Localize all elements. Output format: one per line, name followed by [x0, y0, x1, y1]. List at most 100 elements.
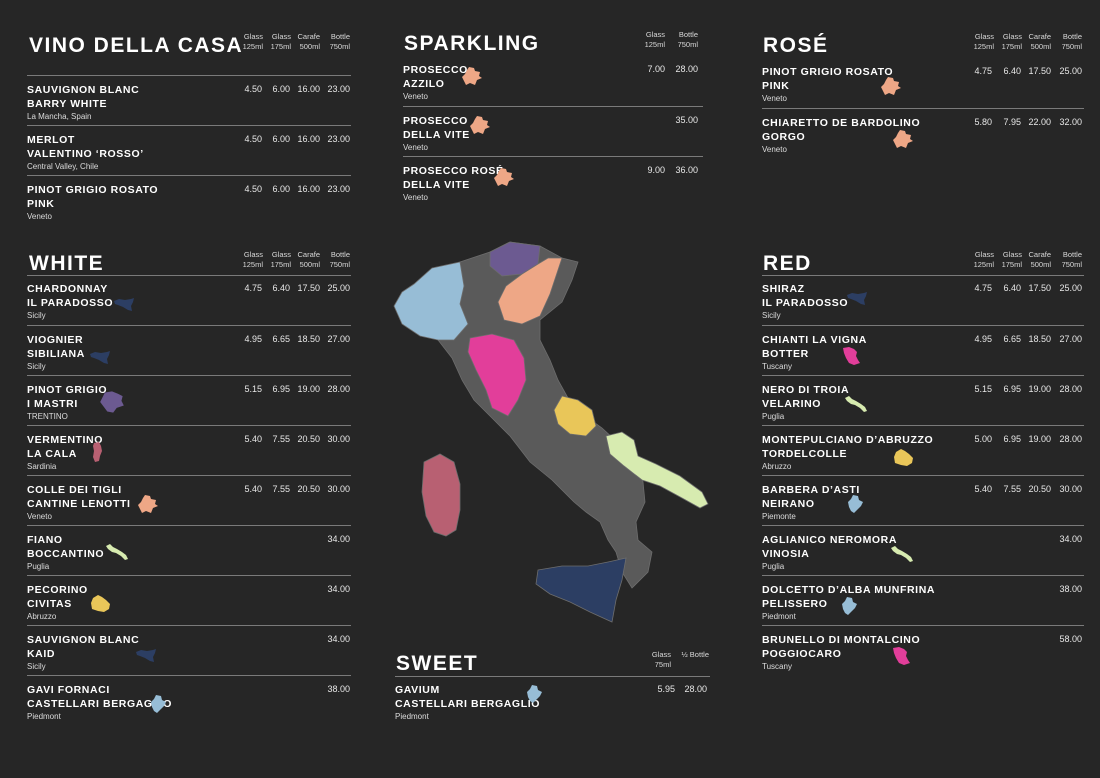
wine-item: PINOT GRIGIO ROSATO PINK Veneto 4.75 6.40… [762, 58, 1084, 108]
price-glass-175: 7.55 [272, 484, 290, 494]
piedmont-region-icon [149, 694, 171, 714]
price-bottle: 38.00 [1059, 584, 1082, 594]
wine-name: VIOGNIER SIBILIANA [27, 334, 85, 360]
wine-name: PROSECCO AZZILO [403, 64, 468, 90]
wine-region: Piedmont [762, 612, 796, 621]
col-glass-175: Glass 175ml [1001, 250, 1022, 269]
wine-region: Veneto [403, 143, 428, 152]
wine-name: SAUVIGNON BLANC KAID [27, 634, 140, 660]
price-bottle: 32.00 [1059, 117, 1082, 127]
wine-name: NERO DI TROIA VELARINO [762, 384, 850, 410]
puglia-region-icon [888, 544, 916, 564]
wine-name: MONTEPULCIANO D’ABRUZZO TORDELCOLLE [762, 434, 934, 460]
wine-name: FIANO BOCCANTINO [27, 534, 105, 560]
col-glass-125: Glass 125ml [644, 30, 665, 49]
sicily-region-icon [846, 289, 868, 309]
price-bottle: 34.00 [327, 584, 350, 594]
wine-region: Abruzzo [27, 612, 57, 621]
wine-region: Tuscany [762, 362, 792, 371]
wine-item: CHARDONNAY IL PARADOSSO Sicily 4.75 6.40 … [27, 275, 351, 325]
wine-item: PROSECCO ROSÉ DELLA VITE Veneto 9.00 36.0… [403, 156, 703, 207]
col-glass-75: Glass 75ml [651, 650, 671, 669]
wine-region: Tuscany [762, 662, 792, 671]
wine-region: Puglia [27, 562, 50, 571]
col-carafe-500: Carafe 500ml [297, 32, 320, 51]
sicily-region-icon [135, 646, 157, 666]
col-bottle-750: Bottle 750ml [1061, 250, 1082, 269]
price-glass-125: 4.95 [974, 334, 992, 344]
col-bottle-750: Bottle 750ml [329, 32, 350, 51]
price-carafe: 17.50 [297, 283, 320, 293]
header-divider [762, 275, 1084, 276]
piedmont-region-icon [840, 596, 862, 616]
wine-name: COLLE DEI TIGLI CANTINE LENOTTI [27, 484, 131, 510]
veneto-region-icon [892, 129, 914, 149]
wine-item: BARBERA D’ASTI NEIRANO Piemonte 5.40 7.55… [762, 475, 1084, 526]
price-carafe: 20.50 [1028, 484, 1051, 494]
col-glass-175: Glass 175ml [270, 250, 291, 269]
wine-region: Veneto [27, 512, 52, 521]
wine-name: PINOT GRIGIO ROSATO PINK [27, 184, 159, 210]
wine-item: DOLCETTO D’ALBA MUNFRINA PELISSERO Piedmo… [762, 575, 1084, 626]
price-bottle: 28.00 [1059, 384, 1082, 394]
veneto-region-icon [493, 167, 515, 187]
tuscany-region-icon [890, 646, 912, 666]
col-half-bottle: ½ Bottle [681, 650, 709, 659]
price-glass-175: 6.65 [1003, 334, 1021, 344]
price-glass-125: 5.80 [974, 117, 992, 127]
section-rose: ROSÉ Glass 125ml Glass 175ml Carafe 500ml B… [762, 32, 1084, 162]
col-glass-175: Glass 175ml [1001, 32, 1022, 51]
abruzzo-region [553, 395, 597, 437]
price-glass-175: 6.00 [272, 84, 290, 94]
section-title: ROSÉ [763, 34, 829, 57]
price-carafe: 16.00 [297, 134, 320, 144]
price-bottle: 27.00 [1059, 334, 1082, 344]
price-carafe: 17.50 [1028, 66, 1051, 76]
wine-name: SHIRAZ IL PARADOSSO [762, 283, 849, 309]
wine-name: VERMENTINO LA CALA [27, 434, 104, 460]
price-glass-125: 9.00 [647, 165, 665, 175]
wine-region: Sicily [27, 362, 46, 371]
price-bottle: 36.00 [675, 165, 698, 175]
wine-region: Sicily [27, 662, 46, 671]
col-bottle-750: Bottle 750ml [329, 250, 350, 269]
wine-region: Abruzzo [762, 462, 792, 471]
price-glass-125: 5.00 [974, 434, 992, 444]
wine-name: GAVI FORNACI CASTELLARI BERGAGLIO [27, 684, 172, 710]
price-bottle: 34.00 [327, 534, 350, 544]
col-carafe-500: Carafe 500ml [1028, 32, 1051, 51]
wine-item: MONTEPULCIANO D’ABRUZZO TORDELCOLLE Abruz… [762, 425, 1084, 476]
header-divider [27, 275, 351, 276]
price-bottle: 23.00 [327, 184, 350, 194]
price-glass-125: 4.50 [244, 184, 262, 194]
price-bottle: 30.00 [327, 484, 350, 494]
wine-region: Veneto [403, 92, 428, 101]
piedmont-region [393, 261, 469, 341]
wine-name: PECORINO CIVITAS [27, 584, 88, 610]
price-glass-125: 5.40 [974, 484, 992, 494]
wine-region: Central Valley, Chile [27, 162, 99, 171]
price-glass-175: 6.95 [272, 384, 290, 394]
price-glass-175: 6.00 [272, 134, 290, 144]
wine-region: Sicily [27, 311, 46, 320]
italy-map [393, 241, 709, 623]
col-carafe-500: Carafe 500ml [297, 250, 320, 269]
wine-item: NERO DI TROIA VELARINO Puglia 5.15 6.95 1… [762, 375, 1084, 426]
wine-region: Puglia [762, 412, 785, 421]
veneto-region-icon [461, 66, 483, 86]
section-red: RED Glass 125ml Glass 175ml Carafe 500ml Bo… [762, 250, 1084, 680]
price-glass-75: 5.95 [657, 684, 675, 694]
price-glass-175: 6.65 [272, 334, 290, 344]
wine-item: AGLIANICO NEROMORA VINOSIA Puglia 34.00 [762, 525, 1084, 576]
wine-item: MERLOT VALENTINO ‘ROSSO’ Central Valley, … [27, 125, 351, 176]
price-glass-125: 5.15 [974, 384, 992, 394]
price-glass-125: 5.15 [244, 384, 262, 394]
wine-name: SAUVIGNON BLANC BARRY WHITE [27, 84, 140, 110]
wine-region: TRENTINO [27, 412, 68, 421]
wine-name: GAVIUM CASTELLARI BERGAGLIO [395, 684, 540, 710]
wine-item: PINOT GRIGIO ROSATO PINK Veneto 4.50 6.00… [27, 175, 351, 226]
col-glass-125: Glass 125ml [973, 32, 994, 51]
section-title: SPARKLING [404, 32, 540, 55]
price-carafe: 20.50 [297, 434, 320, 444]
price-carafe: 20.50 [297, 484, 320, 494]
